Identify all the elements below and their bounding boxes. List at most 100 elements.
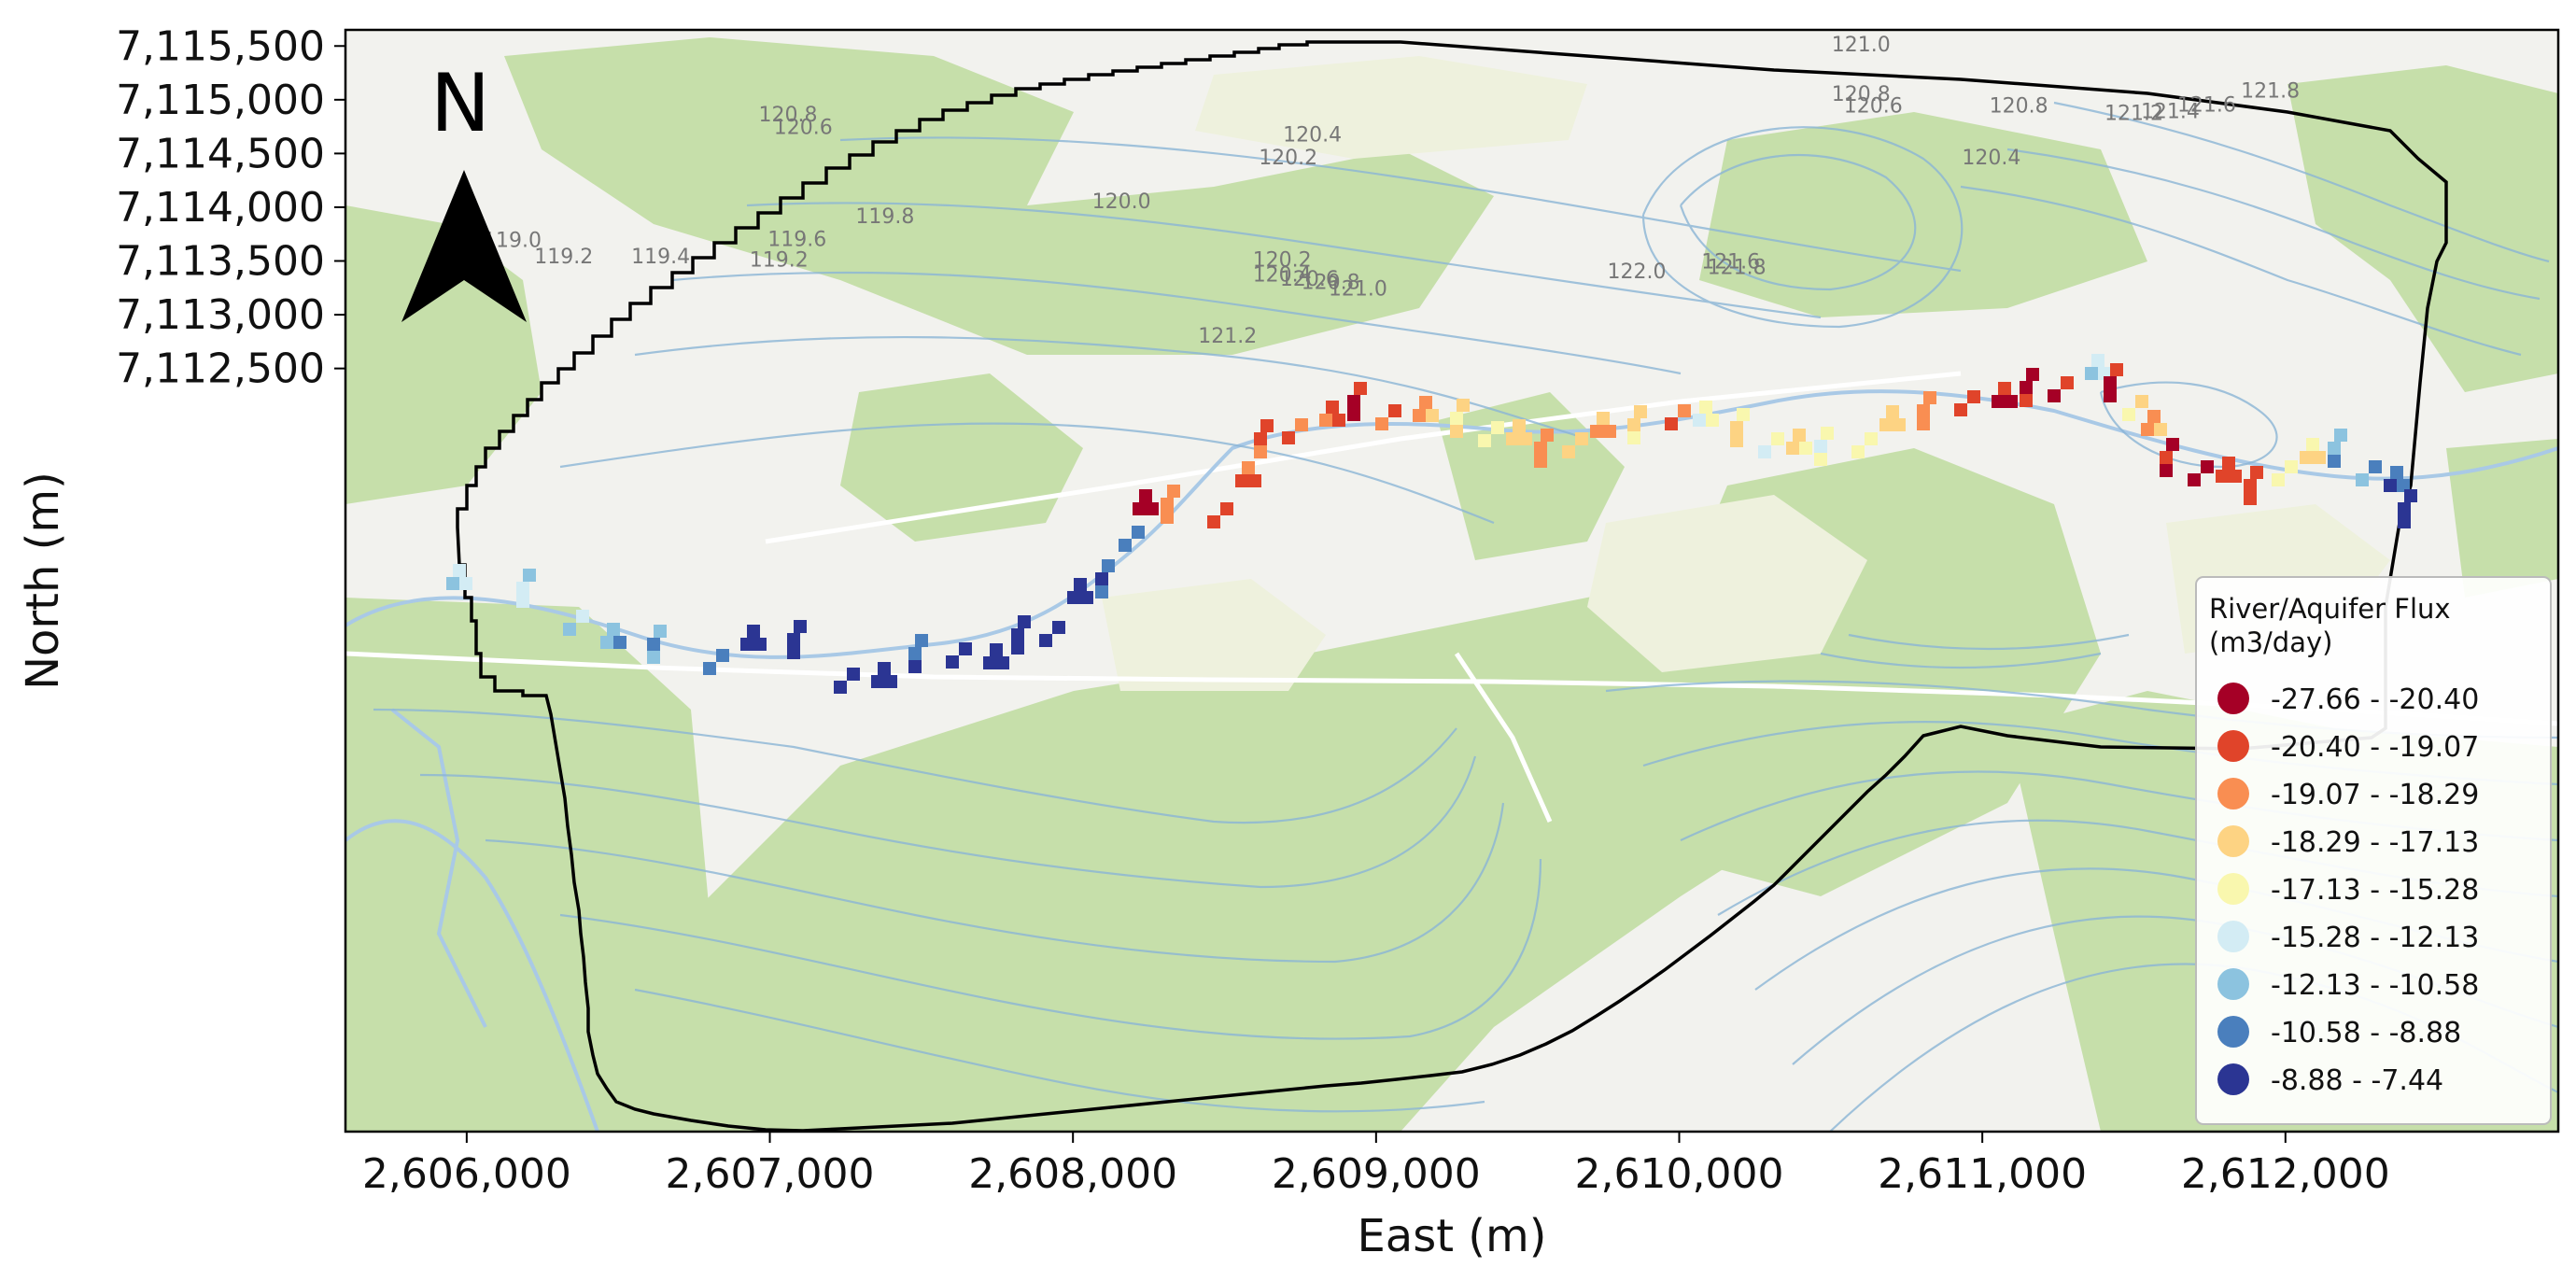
flux-cell bbox=[884, 675, 897, 688]
flux-cell bbox=[1457, 399, 1470, 412]
legend-swatch bbox=[2217, 968, 2249, 1000]
flux-cell bbox=[2244, 492, 2257, 505]
flux-cell bbox=[1139, 489, 1152, 502]
flux-cell bbox=[1821, 427, 1834, 440]
flux-cell bbox=[1254, 432, 1267, 445]
x-axis-ticks: 2,606,000 2,607,000 2,608,000 2,609,000 2,61… bbox=[362, 1132, 2390, 1198]
flux-cell bbox=[1133, 502, 1146, 515]
flux-cell bbox=[871, 675, 884, 688]
y-tick-label: 7,113,000 bbox=[116, 291, 325, 339]
legend-swatch bbox=[2217, 778, 2249, 809]
flux-cell bbox=[1917, 404, 1930, 417]
contour-label: 120.4 bbox=[1283, 124, 1342, 148]
legend-box bbox=[2195, 576, 2552, 1125]
flux-cell bbox=[1513, 419, 1526, 432]
flux-cell bbox=[516, 582, 529, 595]
flux-cell bbox=[1786, 442, 1799, 455]
flux-cell bbox=[1207, 515, 1220, 528]
flux-cell bbox=[915, 634, 928, 647]
flux-cell bbox=[1161, 511, 1174, 524]
flux-cell bbox=[1665, 417, 1678, 430]
flux-cell bbox=[459, 577, 472, 590]
x-tick-label: 2,607,000 bbox=[666, 1150, 875, 1198]
north-arrow: N bbox=[401, 57, 527, 322]
flux-cell bbox=[1254, 445, 1267, 458]
flux-cell bbox=[1248, 474, 1261, 487]
flux-cell bbox=[787, 633, 800, 646]
flux-cell bbox=[2306, 438, 2319, 451]
x-tick-label: 2,612,000 bbox=[2181, 1150, 2390, 1198]
legend-label: -27.66 - -20.40 bbox=[2271, 683, 2479, 716]
contour-label: 119.4 bbox=[631, 246, 690, 269]
flux-cell bbox=[563, 623, 576, 636]
flux-cell bbox=[1730, 434, 1743, 447]
contour-label: 120.8 bbox=[1990, 95, 2048, 119]
flux-cell bbox=[1693, 414, 1706, 427]
flux-cell bbox=[1146, 502, 1159, 515]
flux-cell bbox=[1706, 414, 1719, 427]
y-tick-label: 7,114,000 bbox=[116, 184, 325, 232]
flux-cell bbox=[740, 638, 753, 651]
flux-cell bbox=[1917, 417, 1930, 430]
flux-cell bbox=[1879, 418, 1893, 431]
flux-cell bbox=[2369, 460, 2382, 473]
north-arrow-icon bbox=[401, 170, 527, 322]
contour-label: 120.6 bbox=[774, 117, 833, 140]
flux-cell bbox=[2334, 429, 2347, 442]
flux-cell bbox=[2110, 363, 2123, 376]
flux-cell bbox=[1627, 418, 1640, 431]
flux-cell bbox=[613, 636, 626, 649]
flux-cell bbox=[2166, 438, 2179, 451]
contour-label: 120.8 bbox=[1832, 83, 1891, 106]
flux-cell bbox=[1519, 432, 1532, 445]
contour-label: 121.8 bbox=[1708, 256, 1767, 279]
flux-cell bbox=[446, 577, 459, 590]
flux-cells bbox=[446, 354, 2417, 694]
flux-cell bbox=[2216, 470, 2229, 483]
flux-cell bbox=[2300, 451, 2313, 464]
flux-cell bbox=[2104, 389, 2117, 402]
flux-cell bbox=[1067, 591, 1080, 604]
contour-label: 120.2 bbox=[1259, 147, 1317, 170]
flux-cell bbox=[1419, 396, 1432, 409]
legend-label: -17.13 - -15.28 bbox=[2271, 874, 2479, 907]
contour-label: 120.4 bbox=[1253, 263, 1312, 287]
flux-cell bbox=[2285, 460, 2298, 473]
legend-label: -10.58 - -8.88 bbox=[2271, 1017, 2461, 1049]
flux-cell bbox=[600, 636, 613, 649]
flux-cell bbox=[996, 656, 1009, 669]
flux-cell bbox=[2147, 410, 2161, 423]
map-area[interactable]: 121.0120.8120.6121.8121.6121.4121.2120.8… bbox=[345, 30, 2558, 1132]
flux-cell bbox=[2005, 395, 2018, 408]
flux-cell bbox=[2390, 466, 2403, 479]
contour-label: 120.0 bbox=[1092, 190, 1151, 214]
flux-cell bbox=[1220, 502, 1233, 515]
legend: River/Aquifer Flux (m3/day) -27.66 - -20… bbox=[2195, 576, 2552, 1125]
flux-cell bbox=[1319, 414, 1332, 427]
x-tick-label: 2,611,000 bbox=[1878, 1150, 2087, 1198]
flux-cell bbox=[1426, 409, 1439, 422]
x-tick-label: 2,610,000 bbox=[1575, 1150, 1784, 1198]
flux-cell bbox=[2154, 423, 2167, 436]
flux-cell bbox=[1814, 453, 1827, 466]
legend-swatch bbox=[2217, 825, 2249, 857]
flux-cell bbox=[2328, 455, 2341, 468]
legend-label: -15.28 - -12.13 bbox=[2271, 922, 2479, 954]
legend-label: -12.13 - -10.58 bbox=[2271, 969, 2479, 1002]
flux-cell bbox=[983, 656, 996, 669]
flux-cell bbox=[747, 625, 760, 638]
flux-cell bbox=[908, 647, 922, 660]
flux-cell bbox=[1967, 390, 1980, 403]
flux-cell bbox=[1758, 445, 1771, 458]
y-tick-label: 7,115,000 bbox=[116, 77, 325, 124]
contour-label: 121.8 bbox=[2241, 80, 2300, 104]
flux-cell bbox=[946, 655, 959, 669]
flux-cell bbox=[576, 610, 589, 623]
contour-label: 121.0 bbox=[1832, 34, 1891, 57]
flux-cell bbox=[2188, 473, 2201, 486]
flux-cell bbox=[959, 642, 972, 655]
flux-cell bbox=[716, 649, 729, 662]
contour-label: 119.2 bbox=[750, 248, 809, 272]
flux-cell bbox=[2122, 408, 2135, 421]
legend-swatch bbox=[2217, 730, 2249, 762]
